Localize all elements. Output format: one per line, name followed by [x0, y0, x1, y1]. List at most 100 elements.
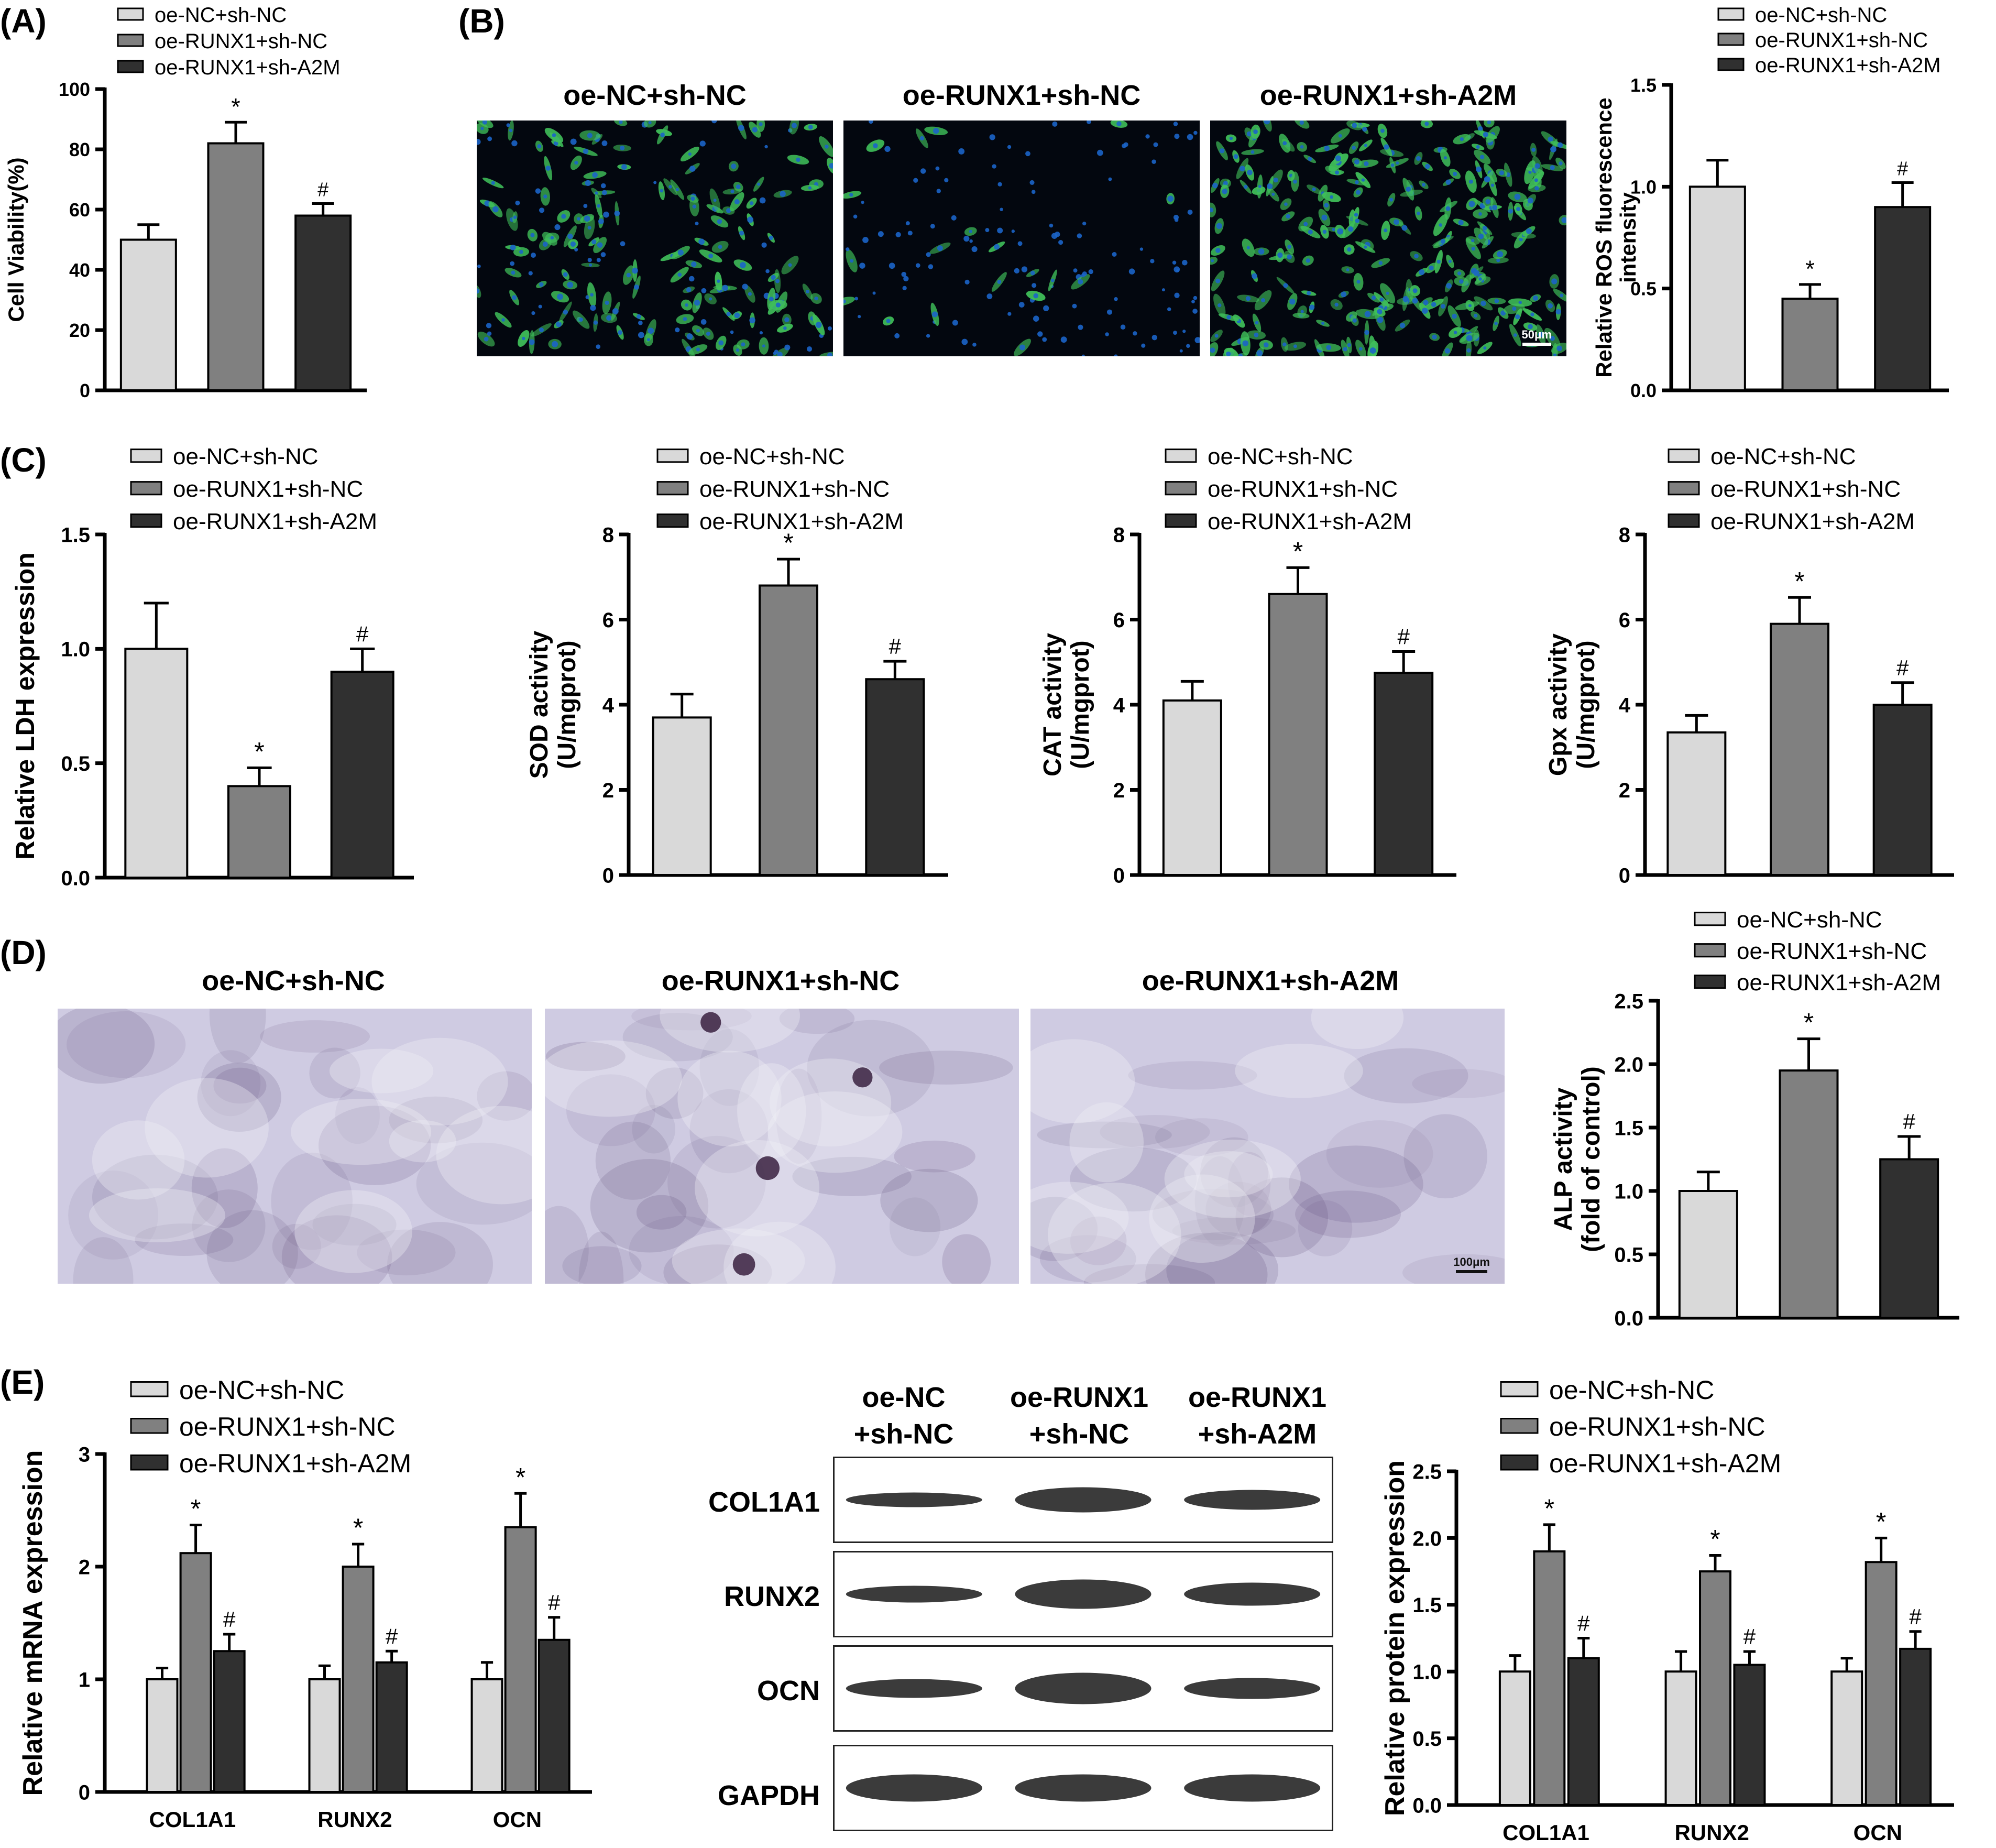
- cell-nucleus: [1347, 226, 1354, 232]
- stain-patch: [213, 1067, 267, 1104]
- legend-swatch: [656, 449, 689, 463]
- cell-nucleus: [1330, 195, 1333, 199]
- bar: [1733, 1664, 1766, 1806]
- stain-patch: [281, 1215, 392, 1284]
- cell-nucleus: [1174, 292, 1180, 298]
- bar: [1666, 731, 1727, 876]
- legend-label: oe-RUNX1+sh-A2M: [173, 509, 377, 534]
- significance-mark: *: [191, 1494, 201, 1523]
- x-tick-label: OCN: [493, 1807, 542, 1832]
- cell-nucleus: [1550, 335, 1555, 341]
- cell-nucleus: [759, 122, 763, 126]
- cell-nucleus: [1229, 136, 1233, 140]
- alp-cells-2: [545, 1009, 1019, 1284]
- cell-nucleus: [1018, 302, 1025, 308]
- cell-nucleus: [1287, 245, 1292, 249]
- stain-patch: [1030, 1197, 1098, 1261]
- cell-nucleus: [969, 239, 973, 243]
- cell-nucleus: [1419, 269, 1425, 276]
- cell-nucleus: [1515, 314, 1520, 320]
- cell-nucleus: [1531, 147, 1536, 152]
- y-tick-label: 4: [1113, 694, 1125, 717]
- clear-patch: [1184, 1151, 1273, 1198]
- cell-nucleus: [1139, 247, 1144, 251]
- significance-mark: *: [1293, 537, 1303, 566]
- cell-nucleus: [1112, 251, 1117, 257]
- cell-nucleus: [1354, 213, 1358, 217]
- cell-nucleus: [1072, 303, 1077, 309]
- cell-nucleus: [1478, 277, 1482, 281]
- y-axis-title: CAT activity(U/mgprot): [1039, 633, 1094, 777]
- blot-lane-1-line-2: +sh-NC: [854, 1418, 954, 1450]
- y-tick-label: 8: [1113, 523, 1125, 546]
- bar: [1872, 704, 1933, 876]
- cell-nucleus: [1011, 229, 1015, 233]
- cell-nucleus: [1308, 157, 1312, 161]
- legend-label: oe-RUNX1+sh-A2M: [1208, 509, 1412, 534]
- stain-patch: [92, 1154, 218, 1240]
- cell-nucleus: [511, 140, 518, 147]
- cell-nucleus: [686, 287, 692, 292]
- cell-nucleus: [1243, 184, 1248, 189]
- cell-nucleus: [706, 332, 710, 336]
- ros-cells-1: [477, 121, 833, 356]
- stain-patch: [1288, 1145, 1423, 1223]
- chart-c3: 0 2 4 6 8 CAT activity(U/mgprot) oe-NC+sh-NC oe…: [1039, 444, 1456, 887]
- significance-mark: #: [1577, 1611, 1590, 1636]
- cell-nucleus: [808, 186, 812, 190]
- legend-label: oe-NC+sh-NC: [1737, 907, 1882, 933]
- bar: [179, 1552, 212, 1793]
- stain-patch: [894, 1140, 975, 1173]
- cell-nucleus: [510, 244, 516, 250]
- cell-nucleus: [1322, 229, 1327, 234]
- stain-patch: [357, 1229, 456, 1276]
- legend-swatch: [656, 513, 689, 528]
- cell-nucleus: [646, 338, 650, 342]
- legend-swatch: [1717, 58, 1745, 71]
- x-tick-label: RUNX2: [317, 1807, 392, 1832]
- cell-nucleus: [1379, 297, 1384, 302]
- cell-nucleus: [1514, 193, 1521, 200]
- bar: [504, 1526, 537, 1793]
- clear-patch: [1164, 1139, 1301, 1219]
- stain-patch: [629, 1216, 734, 1284]
- cell-nucleus: [1424, 122, 1429, 126]
- y-tick-label: 80: [69, 139, 90, 160]
- cell-nucleus: [1256, 350, 1263, 356]
- cell-nucleus: [477, 139, 481, 145]
- bar: [342, 1566, 375, 1793]
- cell-nucleus: [1423, 300, 1429, 305]
- cell-nucleus: [1182, 259, 1188, 266]
- y-axis-title: Gpx activity(U/mgprot): [1544, 633, 1600, 776]
- bar: [1874, 206, 1932, 391]
- cell-nucleus: [1116, 121, 1122, 126]
- legend-label: oe-NC+sh-NC: [1755, 4, 1887, 27]
- cell-nucleus: [759, 197, 766, 204]
- legend-swatch: [130, 1381, 169, 1397]
- blot-lane-2-line-1: oe-RUNX1: [1010, 1382, 1148, 1413]
- cell-nucleus: [1519, 237, 1523, 242]
- bar: [1533, 1550, 1566, 1806]
- bar: [1899, 1647, 1932, 1807]
- cell-nucleus: [1151, 334, 1157, 341]
- cell-nucleus: [1483, 346, 1487, 350]
- cell-nucleus: [1377, 316, 1384, 323]
- cell-nucleus: [928, 264, 934, 269]
- cell-nucleus: [1173, 122, 1178, 126]
- cell-nucleus: [726, 208, 731, 213]
- blot-bands-ocn: [846, 1672, 1321, 1704]
- cell-nucleus: [1031, 190, 1036, 194]
- cell-nucleus: [1186, 344, 1190, 348]
- y-tick-label: 1.5: [1630, 74, 1657, 96]
- cell-nucleus: [1128, 268, 1135, 275]
- cell-nucleus: [1453, 171, 1457, 176]
- alp-scale-bar: 100μm: [1453, 1255, 1490, 1273]
- cell-nucleus: [1412, 298, 1418, 304]
- blot-bands-runx2: [846, 1579, 1321, 1609]
- cell-nucleus: [1187, 134, 1193, 140]
- cell-nucleus: [597, 204, 600, 208]
- cell-nucleus: [1561, 217, 1566, 223]
- blot-band: [1184, 1774, 1321, 1802]
- cell-nucleus: [1293, 344, 1297, 348]
- y-axis-title: Relative protein expression: [1380, 1460, 1410, 1816]
